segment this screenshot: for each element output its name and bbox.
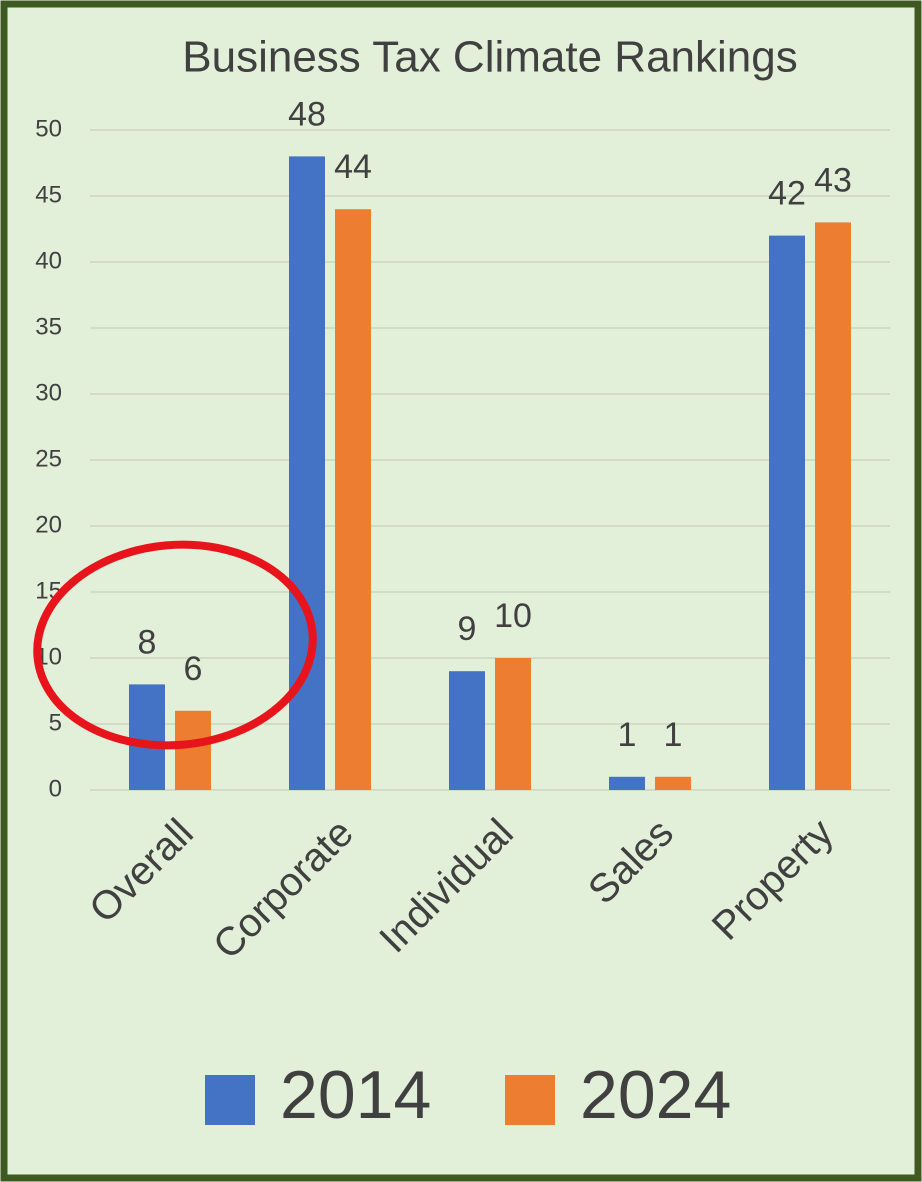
y-tick-label: 45 xyxy=(35,181,62,208)
bar xyxy=(495,658,531,790)
data-label: 44 xyxy=(334,148,372,186)
bar xyxy=(129,684,165,790)
legend-label: 2024 xyxy=(580,1057,731,1133)
y-tick-label: 50 xyxy=(35,115,62,142)
y-tick-label: 5 xyxy=(49,709,62,736)
y-tick-label: 20 xyxy=(35,511,62,538)
y-tick-label: 35 xyxy=(35,313,62,340)
bar xyxy=(609,776,645,790)
data-label: 1 xyxy=(618,716,637,754)
bar xyxy=(175,710,211,790)
bar xyxy=(449,671,485,790)
highlight-circle xyxy=(33,540,317,750)
data-label: 42 xyxy=(768,175,806,213)
y-tick-label: 0 xyxy=(49,775,62,802)
bar xyxy=(335,209,371,790)
chart-title: Business Tax Climate Rankings xyxy=(182,33,797,82)
y-tick-label: 25 xyxy=(35,445,62,472)
data-label: 10 xyxy=(494,597,532,635)
data-label: 48 xyxy=(288,95,326,133)
legend-label: 2014 xyxy=(280,1057,431,1133)
legend-swatch xyxy=(205,1075,255,1125)
data-label: 8 xyxy=(138,623,157,661)
bar xyxy=(769,235,805,791)
data-label: 9 xyxy=(458,610,477,648)
bar xyxy=(815,222,851,790)
data-label: 6 xyxy=(184,650,203,688)
y-tick-label: 30 xyxy=(35,379,62,406)
data-label: 43 xyxy=(814,161,852,199)
legend-swatch xyxy=(505,1075,555,1125)
data-label: 1 xyxy=(664,716,683,754)
y-tick-label: 40 xyxy=(35,247,62,274)
bar xyxy=(655,776,691,790)
